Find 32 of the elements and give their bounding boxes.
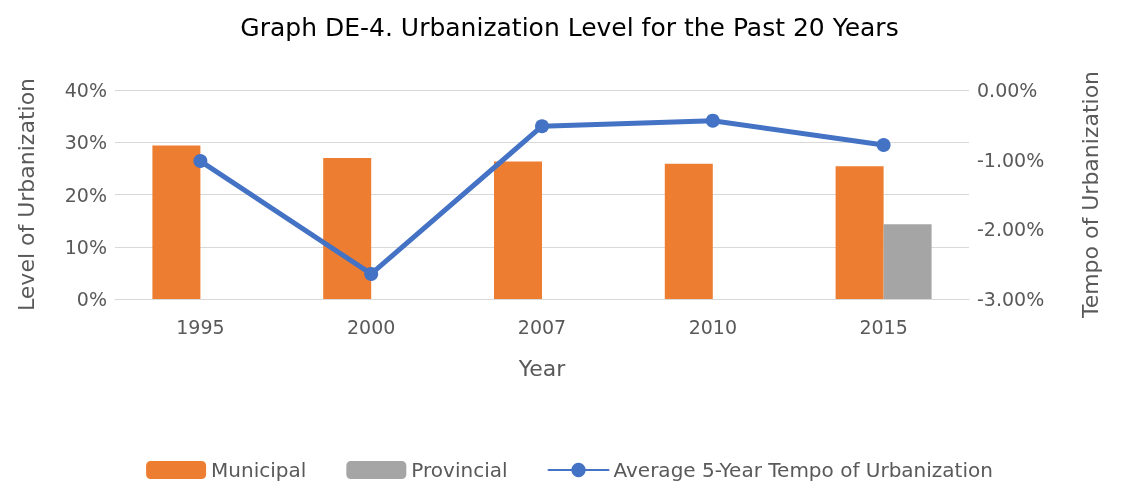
legend-label: Average 5-Year Tempo of Urbanization	[613, 458, 993, 482]
y-tick-label: 40%	[64, 79, 107, 101]
x-axis-title: Year	[517, 355, 567, 381]
y2-tick-label: -3.00%	[977, 288, 1045, 310]
y-tick-label: 20%	[64, 183, 107, 206]
bar	[323, 157, 372, 299]
x-tick-label: 2015	[859, 315, 908, 338]
point	[705, 113, 720, 128]
bar	[664, 163, 713, 299]
y-tick-label: 0%	[76, 288, 107, 310]
y-tick-label: 30%	[64, 131, 107, 154]
chart-title: Graph DE-4. Urbanization Level for the Past 20 Years	[240, 13, 899, 42]
point	[876, 138, 891, 153]
y2-tick-label: -2.00%	[977, 218, 1045, 241]
bar	[494, 161, 542, 299]
bar	[152, 145, 201, 299]
x-tick-label: 2010	[688, 315, 737, 338]
point	[364, 266, 379, 281]
y-tick-label: 10%	[64, 235, 107, 258]
legend-label: Provincial	[411, 458, 508, 482]
y2-axis-title: Tempo of Urbanization	[1077, 70, 1103, 320]
point	[535, 119, 549, 134]
point	[193, 154, 208, 169]
bar	[883, 224, 932, 299]
y-axis-title: Level of Urbanization	[13, 77, 39, 312]
x-tick-label: 2000	[347, 315, 396, 338]
legend-label: Municipal	[211, 458, 307, 482]
y2-tick-label: -1.00%	[977, 148, 1045, 171]
y2-tick-label: 0.00%	[977, 79, 1038, 101]
bar	[835, 166, 884, 299]
x-tick-label: 1995	[176, 315, 225, 338]
x-tick-label: 2007	[517, 315, 567, 338]
